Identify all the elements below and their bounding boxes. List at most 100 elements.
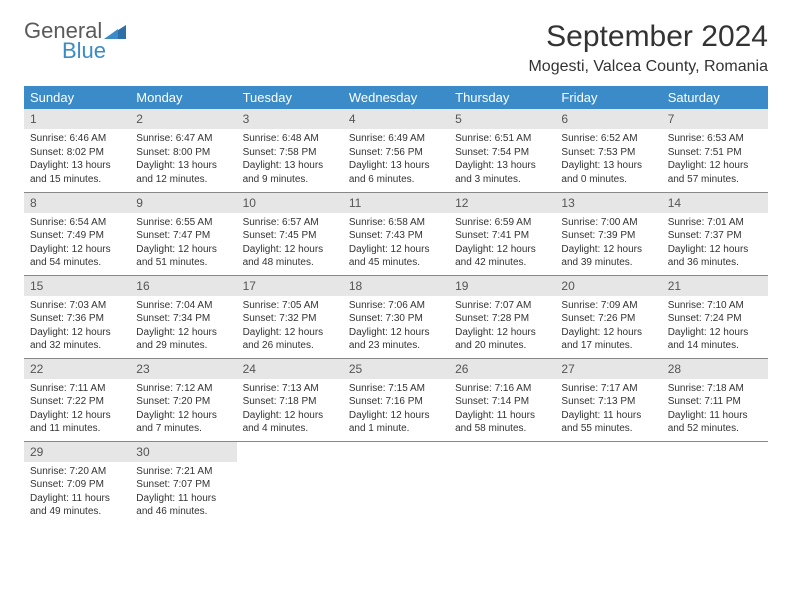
daylight-text-2: and 32 minutes.	[30, 339, 124, 353]
calendar-empty-cell	[449, 441, 555, 524]
daylight-text-2: and 0 minutes.	[561, 173, 655, 187]
day-details: Sunrise: 7:15 AMSunset: 7:16 PMDaylight:…	[343, 379, 449, 440]
day-details: Sunrise: 6:58 AMSunset: 7:43 PMDaylight:…	[343, 213, 449, 274]
daylight-text-2: and 7 minutes.	[136, 422, 230, 436]
weekday-header: Wednesday	[343, 86, 449, 109]
logo: General Blue	[24, 20, 126, 62]
calendar-empty-cell	[662, 441, 768, 524]
calendar-week-row: 1Sunrise: 6:46 AMSunset: 8:02 PMDaylight…	[24, 109, 768, 192]
weekday-header: Tuesday	[237, 86, 343, 109]
sunrise-text: Sunrise: 6:55 AM	[136, 216, 230, 230]
calendar-day-cell: 11Sunrise: 6:58 AMSunset: 7:43 PMDayligh…	[343, 192, 449, 275]
calendar-day-cell: 17Sunrise: 7:05 AMSunset: 7:32 PMDayligh…	[237, 275, 343, 358]
day-details: Sunrise: 7:13 AMSunset: 7:18 PMDaylight:…	[237, 379, 343, 440]
weekday-header: Thursday	[449, 86, 555, 109]
calendar-empty-cell	[343, 441, 449, 524]
sunset-text: Sunset: 7:20 PM	[136, 395, 230, 409]
day-number: 22	[24, 359, 130, 379]
daylight-text-2: and 39 minutes.	[561, 256, 655, 270]
day-details: Sunrise: 7:12 AMSunset: 7:20 PMDaylight:…	[130, 379, 236, 440]
day-details: Sunrise: 7:03 AMSunset: 7:36 PMDaylight:…	[24, 296, 130, 357]
day-details: Sunrise: 7:18 AMSunset: 7:11 PMDaylight:…	[662, 379, 768, 440]
day-details: Sunrise: 7:21 AMSunset: 7:07 PMDaylight:…	[130, 462, 236, 523]
daylight-text-1: Daylight: 12 hours	[136, 409, 230, 423]
daylight-text-1: Daylight: 12 hours	[668, 159, 762, 173]
day-details: Sunrise: 7:06 AMSunset: 7:30 PMDaylight:…	[343, 296, 449, 357]
sunrise-text: Sunrise: 7:04 AM	[136, 299, 230, 313]
daylight-text-1: Daylight: 12 hours	[455, 243, 549, 257]
day-number: 1	[24, 109, 130, 129]
daylight-text-2: and 4 minutes.	[243, 422, 337, 436]
calendar-day-cell: 30Sunrise: 7:21 AMSunset: 7:07 PMDayligh…	[130, 441, 236, 524]
calendar-day-cell: 8Sunrise: 6:54 AMSunset: 7:49 PMDaylight…	[24, 192, 130, 275]
calendar-day-cell: 13Sunrise: 7:00 AMSunset: 7:39 PMDayligh…	[555, 192, 661, 275]
daylight-text-1: Daylight: 12 hours	[136, 326, 230, 340]
sunset-text: Sunset: 7:36 PM	[30, 312, 124, 326]
calendar-day-cell: 4Sunrise: 6:49 AMSunset: 7:56 PMDaylight…	[343, 109, 449, 192]
day-number: 28	[662, 359, 768, 379]
sunset-text: Sunset: 8:02 PM	[30, 146, 124, 160]
sunset-text: Sunset: 7:56 PM	[349, 146, 443, 160]
calendar-day-cell: 15Sunrise: 7:03 AMSunset: 7:36 PMDayligh…	[24, 275, 130, 358]
calendar-day-cell: 22Sunrise: 7:11 AMSunset: 7:22 PMDayligh…	[24, 358, 130, 441]
daylight-text-2: and 9 minutes.	[243, 173, 337, 187]
calendar-day-cell: 14Sunrise: 7:01 AMSunset: 7:37 PMDayligh…	[662, 192, 768, 275]
daylight-text-1: Daylight: 12 hours	[561, 326, 655, 340]
sunrise-text: Sunrise: 7:05 AM	[243, 299, 337, 313]
sunset-text: Sunset: 7:53 PM	[561, 146, 655, 160]
day-details: Sunrise: 7:00 AMSunset: 7:39 PMDaylight:…	[555, 213, 661, 274]
sunset-text: Sunset: 7:43 PM	[349, 229, 443, 243]
day-details: Sunrise: 7:09 AMSunset: 7:26 PMDaylight:…	[555, 296, 661, 357]
daylight-text-2: and 48 minutes.	[243, 256, 337, 270]
sunset-text: Sunset: 7:14 PM	[455, 395, 549, 409]
calendar-header-row: SundayMondayTuesdayWednesdayThursdayFrid…	[24, 86, 768, 109]
calendar-week-row: 15Sunrise: 7:03 AMSunset: 7:36 PMDayligh…	[24, 275, 768, 358]
sunrise-text: Sunrise: 6:49 AM	[349, 132, 443, 146]
sunset-text: Sunset: 7:13 PM	[561, 395, 655, 409]
sunrise-text: Sunrise: 6:53 AM	[668, 132, 762, 146]
calendar-day-cell: 5Sunrise: 6:51 AMSunset: 7:54 PMDaylight…	[449, 109, 555, 192]
calendar-day-cell: 27Sunrise: 7:17 AMSunset: 7:13 PMDayligh…	[555, 358, 661, 441]
sunrise-text: Sunrise: 6:51 AM	[455, 132, 549, 146]
daylight-text-1: Daylight: 12 hours	[243, 243, 337, 257]
sunset-text: Sunset: 7:07 PM	[136, 478, 230, 492]
daylight-text-1: Daylight: 12 hours	[30, 409, 124, 423]
daylight-text-1: Daylight: 12 hours	[455, 326, 549, 340]
day-number: 2	[130, 109, 236, 129]
sunset-text: Sunset: 7:49 PM	[30, 229, 124, 243]
sunrise-text: Sunrise: 6:52 AM	[561, 132, 655, 146]
sunset-text: Sunset: 7:30 PM	[349, 312, 443, 326]
sunrise-text: Sunrise: 7:07 AM	[455, 299, 549, 313]
sunset-text: Sunset: 7:45 PM	[243, 229, 337, 243]
sunset-text: Sunset: 7:16 PM	[349, 395, 443, 409]
day-number: 12	[449, 193, 555, 213]
day-details: Sunrise: 7:01 AMSunset: 7:37 PMDaylight:…	[662, 213, 768, 274]
daylight-text-2: and 51 minutes.	[136, 256, 230, 270]
sunrise-text: Sunrise: 6:57 AM	[243, 216, 337, 230]
logo-text-2: Blue	[62, 40, 126, 62]
day-number: 7	[662, 109, 768, 129]
daylight-text-1: Daylight: 12 hours	[30, 243, 124, 257]
weekday-header: Sunday	[24, 86, 130, 109]
calendar-day-cell: 6Sunrise: 6:52 AMSunset: 7:53 PMDaylight…	[555, 109, 661, 192]
sunrise-text: Sunrise: 7:20 AM	[30, 465, 124, 479]
sunset-text: Sunset: 7:37 PM	[668, 229, 762, 243]
day-details: Sunrise: 7:20 AMSunset: 7:09 PMDaylight:…	[24, 462, 130, 523]
daylight-text-2: and 1 minute.	[349, 422, 443, 436]
sunrise-text: Sunrise: 6:46 AM	[30, 132, 124, 146]
daylight-text-1: Daylight: 12 hours	[349, 243, 443, 257]
day-number: 30	[130, 442, 236, 462]
calendar-week-row: 29Sunrise: 7:20 AMSunset: 7:09 PMDayligh…	[24, 441, 768, 524]
day-details: Sunrise: 6:55 AMSunset: 7:47 PMDaylight:…	[130, 213, 236, 274]
daylight-text-1: Daylight: 12 hours	[349, 326, 443, 340]
day-number: 4	[343, 109, 449, 129]
daylight-text-1: Daylight: 13 hours	[30, 159, 124, 173]
sunrise-text: Sunrise: 7:01 AM	[668, 216, 762, 230]
day-details: Sunrise: 7:10 AMSunset: 7:24 PMDaylight:…	[662, 296, 768, 357]
day-number: 19	[449, 276, 555, 296]
day-number: 6	[555, 109, 661, 129]
daylight-text-1: Daylight: 12 hours	[668, 243, 762, 257]
day-number: 24	[237, 359, 343, 379]
daylight-text-2: and 23 minutes.	[349, 339, 443, 353]
sunset-text: Sunset: 7:09 PM	[30, 478, 124, 492]
